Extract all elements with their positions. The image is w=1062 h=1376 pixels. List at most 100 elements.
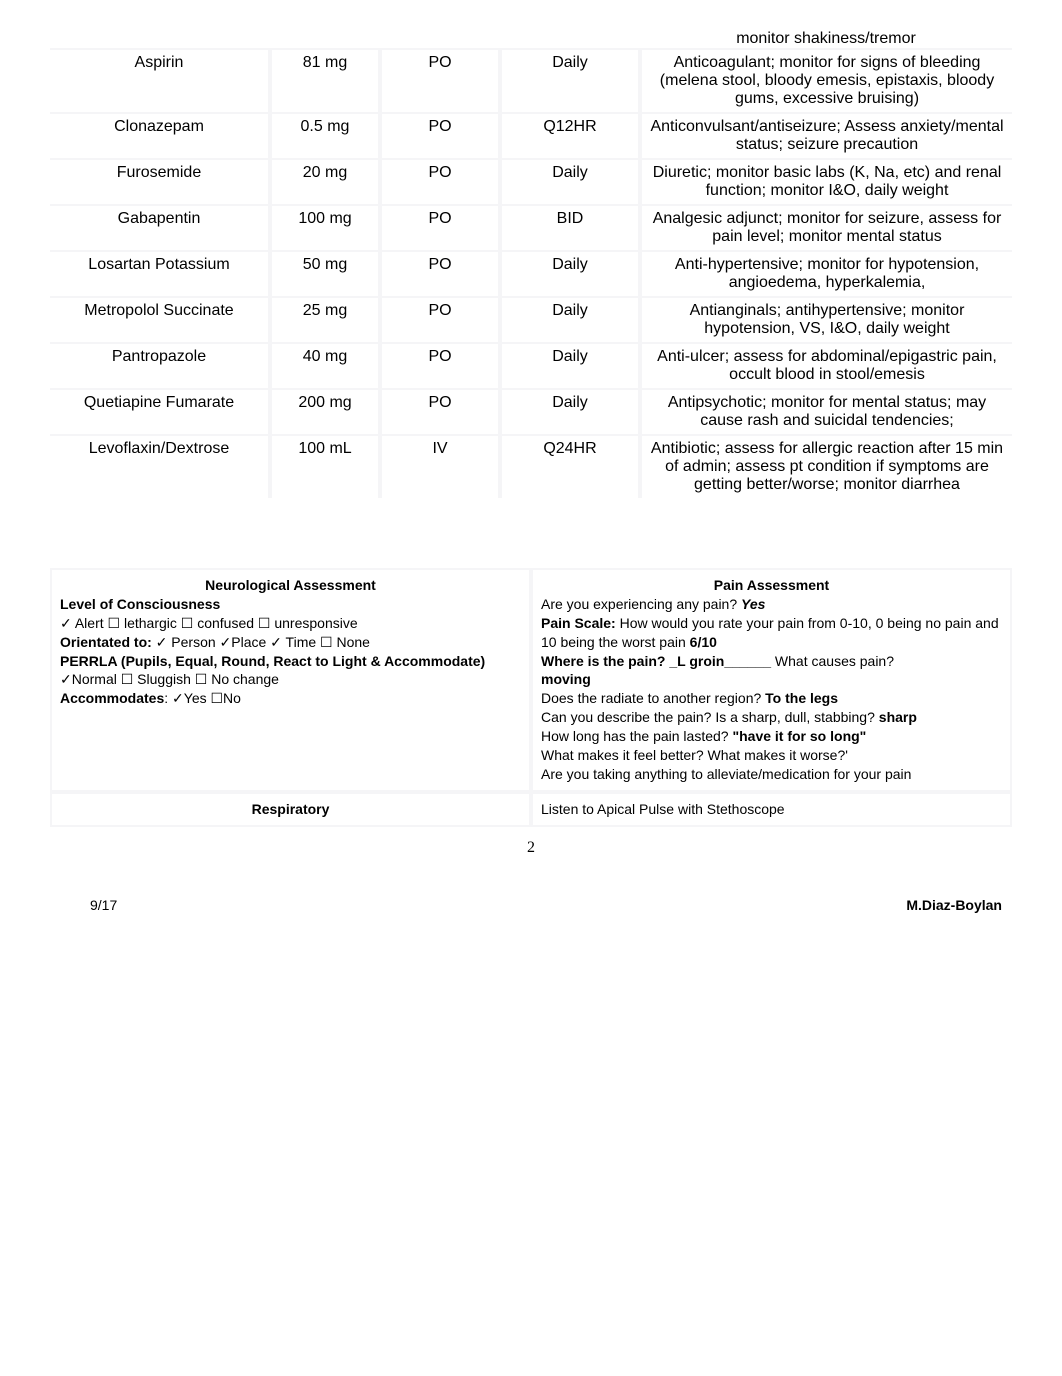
drug-name: Metropolol Succinate	[50, 296, 270, 342]
footer-right: M.Diaz-Boylan	[906, 897, 1002, 913]
route: PO	[380, 388, 500, 434]
table-cell	[270, 30, 380, 48]
table-row: Furosemide20 mgPODailyDiuretic; monitor …	[50, 158, 1012, 204]
drug-name: Levoflaxin/Dextrose	[50, 434, 270, 498]
route: PO	[380, 158, 500, 204]
page-footer: 9/17 M.Diaz-Boylan	[0, 877, 1062, 933]
pain-duration-line: How long has the pain lasted? "have it f…	[541, 727, 1002, 746]
pain-where-answer: _L groin______	[669, 653, 771, 669]
drug-name: Aspirin	[50, 48, 270, 112]
pain-alleviate: Are you taking anything to alleviate/med…	[541, 765, 1002, 784]
accom-label: Accommodates	[60, 690, 164, 706]
pain-duration-answer: "have it for so long"	[732, 728, 866, 744]
pain-describe-answer: sharp	[879, 709, 917, 725]
frequency: Daily	[500, 388, 640, 434]
assessment-section: Neurological Assessment Level of Conscio…	[50, 568, 1012, 827]
notes: Anti-hypertensive; monitor for hypotensi…	[640, 250, 1012, 296]
route: PO	[380, 204, 500, 250]
dose: 25 mg	[270, 296, 380, 342]
drug-name: Quetiapine Fumarate	[50, 388, 270, 434]
pain-scale-label: Pain Scale:	[541, 615, 616, 631]
neuro-cell: Neurological Assessment Level of Conscio…	[50, 568, 531, 792]
pain-describe-text: Can you describe the pain? Is a sharp, d…	[541, 709, 879, 725]
notes: Antibiotic; assess for allergic reaction…	[640, 434, 1012, 498]
drug-name: Gabapentin	[50, 204, 270, 250]
pain-radiate-line: Does the radiate to another region? To t…	[541, 689, 1002, 708]
table-cell	[50, 30, 270, 48]
drug-name: Losartan Potassium	[50, 250, 270, 296]
notes: Antipsychotic; monitor for mental status…	[640, 388, 1012, 434]
frequency: Q24HR	[500, 434, 640, 498]
perrla-options: ✓Normal ☐ Sluggish ☐ No change	[60, 670, 521, 689]
assessment-table: Neurological Assessment Level of Conscio…	[50, 568, 1012, 827]
pain-duration-text: How long has the pain lasted?	[541, 728, 732, 744]
pain-where-label: Where is the pain?	[541, 653, 669, 669]
table-row: Gabapentin100 mgPOBIDAnalgesic adjunct; …	[50, 204, 1012, 250]
table-cell	[380, 30, 500, 48]
pain-q1-text: Are you experiencing any pain?	[541, 596, 741, 612]
route: PO	[380, 296, 500, 342]
table-row: Levoflaxin/Dextrose100 mLIVQ24HRAntibiot…	[50, 434, 1012, 498]
accommodates-line: Accommodates: ✓Yes ☐No	[60, 689, 521, 708]
orient-options: ✓ Person ✓Place ✓ Time ☐ None	[152, 634, 370, 650]
perrla-label: PERRLA (Pupils, Equal, Round, React to L…	[60, 652, 521, 671]
pain-cell: Pain Assessment Are you experiencing any…	[531, 568, 1012, 792]
route: PO	[380, 250, 500, 296]
frequency: Daily	[500, 342, 640, 388]
pain-better-worse: What makes it feel better? What makes it…	[541, 746, 1002, 765]
pain-scale-value: 6/10	[690, 634, 717, 650]
assessment-row: Neurological Assessment Level of Conscio…	[50, 568, 1012, 792]
route: PO	[380, 48, 500, 112]
table-row: Losartan Potassium50 mgPODailyAnti-hyper…	[50, 250, 1012, 296]
pain-where-tail: What causes pain?	[771, 653, 894, 669]
notes: Anti-ulcer; assess for abdominal/epigast…	[640, 342, 1012, 388]
pain-scale-line: Pain Scale: How would you rate your pain…	[541, 614, 1002, 652]
dose: 200 mg	[270, 388, 380, 434]
table-row: Aspirin81 mgPODailyAnticoagulant; monito…	[50, 48, 1012, 112]
page-content: monitor shakiness/tremorAspirin81 mgPODa…	[0, 0, 1062, 877]
pain-radiate-text: Does the radiate to another region?	[541, 690, 765, 706]
dose: 50 mg	[270, 250, 380, 296]
neuro-heading: Neurological Assessment	[60, 576, 521, 595]
respiratory-label: Respiratory	[50, 792, 531, 827]
notes: Anticonvulsant/antiseizure; Assess anxie…	[640, 112, 1012, 158]
frequency: BID	[500, 204, 640, 250]
dose: 100 mL	[270, 434, 380, 498]
dose: 81 mg	[270, 48, 380, 112]
frequency: Q12HR	[500, 112, 640, 158]
notes: Anticoagulant; monitor for signs of blee…	[640, 48, 1012, 112]
frequency: Daily	[500, 296, 640, 342]
pain-cause-answer: moving	[541, 670, 1002, 689]
pain-heading: Pain Assessment	[541, 576, 1002, 595]
drug-name: Clonazepam	[50, 112, 270, 158]
table-row: Quetiapine Fumarate200 mgPODailyAntipsyc…	[50, 388, 1012, 434]
table-cell: monitor shakiness/tremor	[640, 30, 1012, 48]
drug-name: Furosemide	[50, 158, 270, 204]
assessment-row: Respiratory Listen to Apical Pulse with …	[50, 792, 1012, 827]
dose: 20 mg	[270, 158, 380, 204]
frequency: Daily	[500, 158, 640, 204]
table-row: Metropolol Succinate25 mgPODailyAntiangi…	[50, 296, 1012, 342]
pain-describe-line: Can you describe the pain? Is a sharp, d…	[541, 708, 1002, 727]
frequency: Daily	[500, 48, 640, 112]
medication-table: monitor shakiness/tremorAspirin81 mgPODa…	[50, 30, 1012, 498]
pain-where-line: Where is the pain? _L groin______ What c…	[541, 652, 1002, 671]
table-row: Pantropazole40 mgPODailyAnti-ulcer; asse…	[50, 342, 1012, 388]
notes: Antianginals; antihypertensive; monitor …	[640, 296, 1012, 342]
orient-label: Orientated to:	[60, 634, 152, 650]
table-cell	[500, 30, 640, 48]
orientation-line: Orientated to: ✓ Person ✓Place ✓ Time ☐ …	[60, 633, 521, 652]
route: PO	[380, 112, 500, 158]
footer-left: 9/17	[90, 897, 117, 913]
loc-options: ✓ Alert ☐ lethargic ☐ confused ☐ unrespo…	[60, 614, 521, 633]
notes: Diuretic; monitor basic labs (K, Na, etc…	[640, 158, 1012, 204]
dose: 100 mg	[270, 204, 380, 250]
frequency: Daily	[500, 250, 640, 296]
dose: 40 mg	[270, 342, 380, 388]
pain-q1-answer: Yes	[741, 596, 765, 612]
table-row: monitor shakiness/tremor	[50, 30, 1012, 48]
pain-q1: Are you experiencing any pain? Yes	[541, 595, 1002, 614]
accom-options: : ✓Yes ☐No	[164, 690, 241, 706]
notes: Analgesic adjunct; monitor for seizure, …	[640, 204, 1012, 250]
dose: 0.5 mg	[270, 112, 380, 158]
